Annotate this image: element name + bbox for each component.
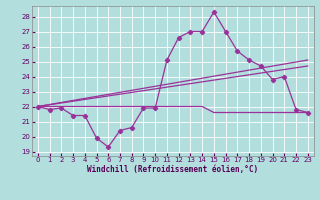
X-axis label: Windchill (Refroidissement éolien,°C): Windchill (Refroidissement éolien,°C) bbox=[87, 165, 258, 174]
